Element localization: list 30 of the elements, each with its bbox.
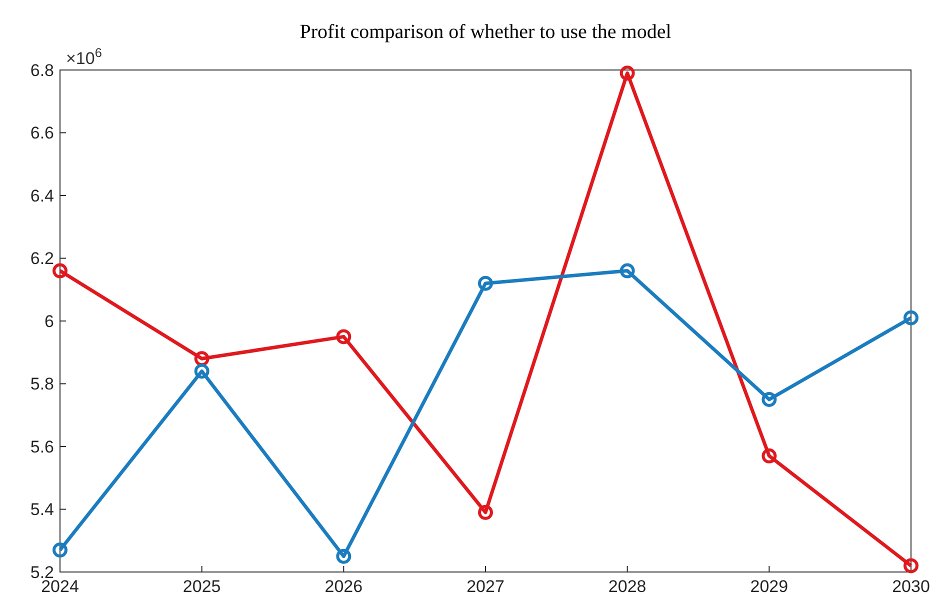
point xyxy=(762,448,777,464)
point xyxy=(478,504,493,520)
point xyxy=(620,263,635,278)
point xyxy=(762,392,777,407)
point xyxy=(620,66,635,81)
point xyxy=(478,276,493,291)
x-tick-label: 2026 xyxy=(324,577,363,596)
point xyxy=(904,558,918,574)
y-tick-label: 6.8 xyxy=(30,60,54,80)
x-tick-label: 2024 xyxy=(41,577,79,596)
y-tick-label: 6 xyxy=(44,312,54,331)
x-tick-label: 2027 xyxy=(466,577,504,596)
y-tick-label: 6.2 xyxy=(30,249,54,268)
point xyxy=(336,329,352,344)
y-tick-label: 5.6 xyxy=(30,437,54,456)
point xyxy=(336,548,352,564)
point xyxy=(52,542,68,558)
y-tick-label: 5.8 xyxy=(30,374,54,394)
point xyxy=(194,364,210,379)
x-tick-label: 2029 xyxy=(750,577,788,596)
text: ×10$^{6}$ xyxy=(66,44,102,68)
y-tick-label: 6.4 xyxy=(30,186,54,206)
y-tick-label: 5.4 xyxy=(30,500,54,520)
y-tick-label: 6.6 xyxy=(30,124,54,143)
chart-title: Profit comparison of whether to use the model xyxy=(300,21,672,43)
x-tick-label: 2025 xyxy=(182,577,221,596)
point xyxy=(52,263,68,278)
x-tick-label: 2030 xyxy=(892,577,930,596)
point xyxy=(904,310,918,326)
x-tick-label: 2028 xyxy=(608,577,646,596)
